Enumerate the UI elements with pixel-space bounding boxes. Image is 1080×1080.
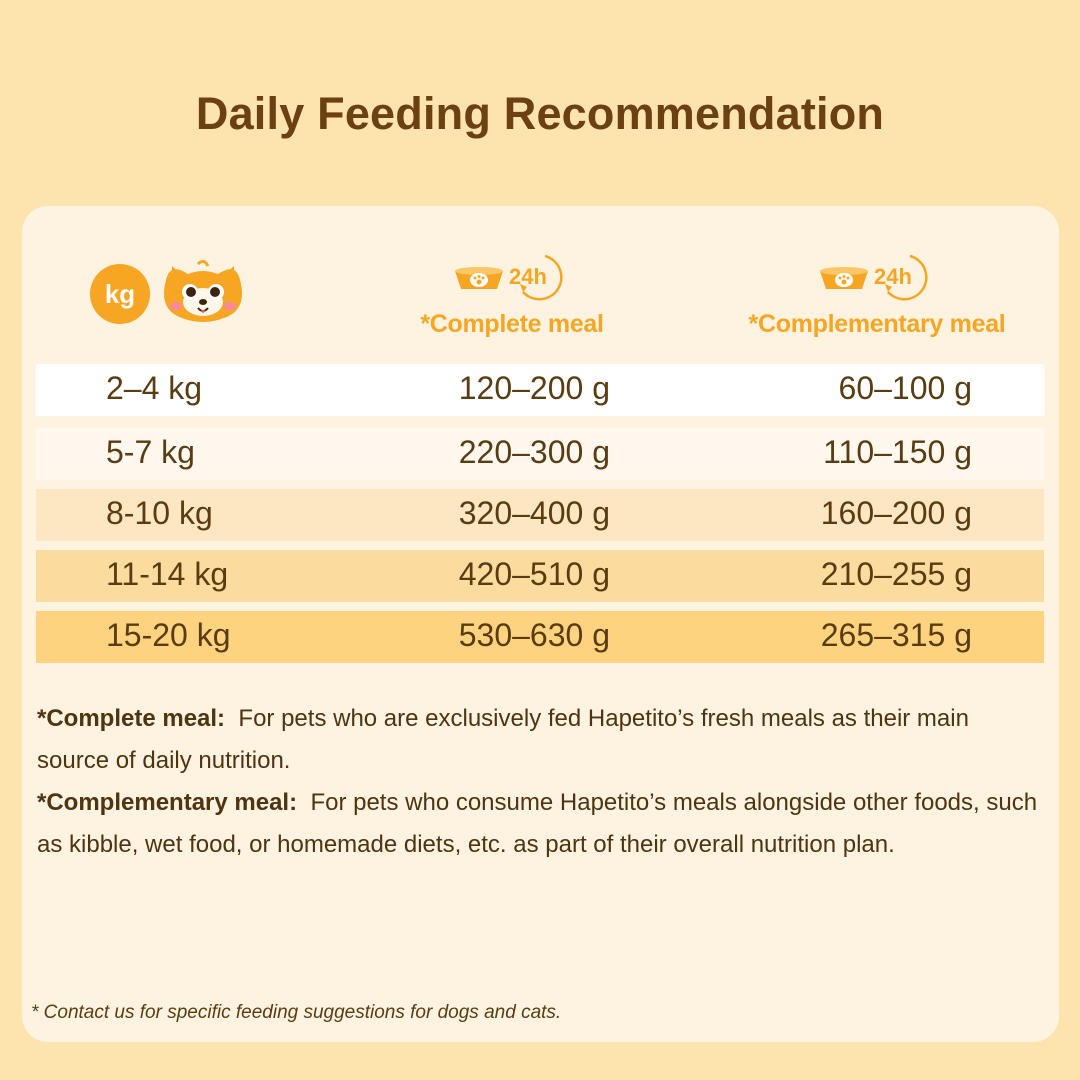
definition-term: *Complete meal: (37, 705, 226, 732)
complementary-meal-label: *Complementary meal (748, 310, 1006, 338)
table-row: 15-20 kg 530–630 g 265–315 g (36, 611, 1044, 663)
complete-meal-definition: *Complete meal: For pets who are exclusi… (37, 698, 1047, 782)
pet-face-icon (164, 260, 242, 322)
table-row: 2–4 kg 120–200 g 60–100 g (36, 364, 1044, 416)
weight-cell: 11-14 kg (106, 556, 229, 592)
definition-term: *Complementary meal: (37, 789, 298, 816)
definitions: *Complete meal: For pets who are exclusi… (37, 698, 1047, 866)
definition-text: For pets who are exclusively fed Hapetit… (37, 705, 969, 774)
timer-label: 24h (874, 264, 912, 289)
definition-text: For pets who consume Hapetito’s meals al… (37, 789, 1038, 858)
complete-meal-label: *Complete meal (420, 310, 604, 338)
weight-cell: 5-7 kg (106, 434, 195, 470)
page-title: Daily Feeding Recommendation (195, 88, 885, 139)
kg-badge: kg (90, 264, 150, 324)
weight-column-header: kg (90, 260, 254, 324)
timer-label: 24h (509, 264, 547, 289)
clock-24h-icon: 24h (509, 254, 563, 301)
complete-meal-cell: 530–630 g (458, 617, 610, 653)
clock-24h-icon: 24h (874, 254, 928, 301)
complementary-meal-cell: 160–200 g (820, 495, 972, 531)
complete-meal-cell: 120–200 g (458, 370, 610, 406)
food-bowl-icon (820, 267, 868, 289)
complementary-meal-cell: 60–100 g (838, 370, 972, 406)
complementary-meal-cell: 210–255 g (820, 556, 972, 592)
weight-cell: 8-10 kg (106, 495, 213, 531)
table-row: 8-10 kg 320–400 g 160–200 g (36, 489, 1044, 541)
complete-meal-header: 24h *Complete meal (392, 252, 632, 339)
table-row: 5-7 kg 220–300 g 110–150 g (36, 428, 1044, 480)
complete-meal-cell: 320–400 g (458, 495, 610, 531)
table-row: 11-14 kg 420–510 g 210–255 g (36, 550, 1044, 602)
complementary-meal-cell: 265–315 g (820, 617, 972, 653)
weight-cell: 2–4 kg (106, 370, 203, 406)
contact-footnote: * Contact us for specific feeding sugges… (31, 1002, 562, 1023)
complete-meal-cell: 220–300 g (458, 434, 610, 470)
weight-cell: 15-20 kg (106, 617, 231, 653)
complete-meal-cell: 420–510 g (458, 556, 610, 592)
feeding-card: kg (22, 206, 1059, 1042)
complementary-meal-definition: *Complementary meal: For pets who consum… (37, 782, 1047, 866)
complementary-meal-header: 24h *Complementary meal (712, 252, 1042, 339)
food-bowl-icon (455, 267, 503, 289)
complementary-meal-cell: 110–150 g (823, 434, 972, 470)
